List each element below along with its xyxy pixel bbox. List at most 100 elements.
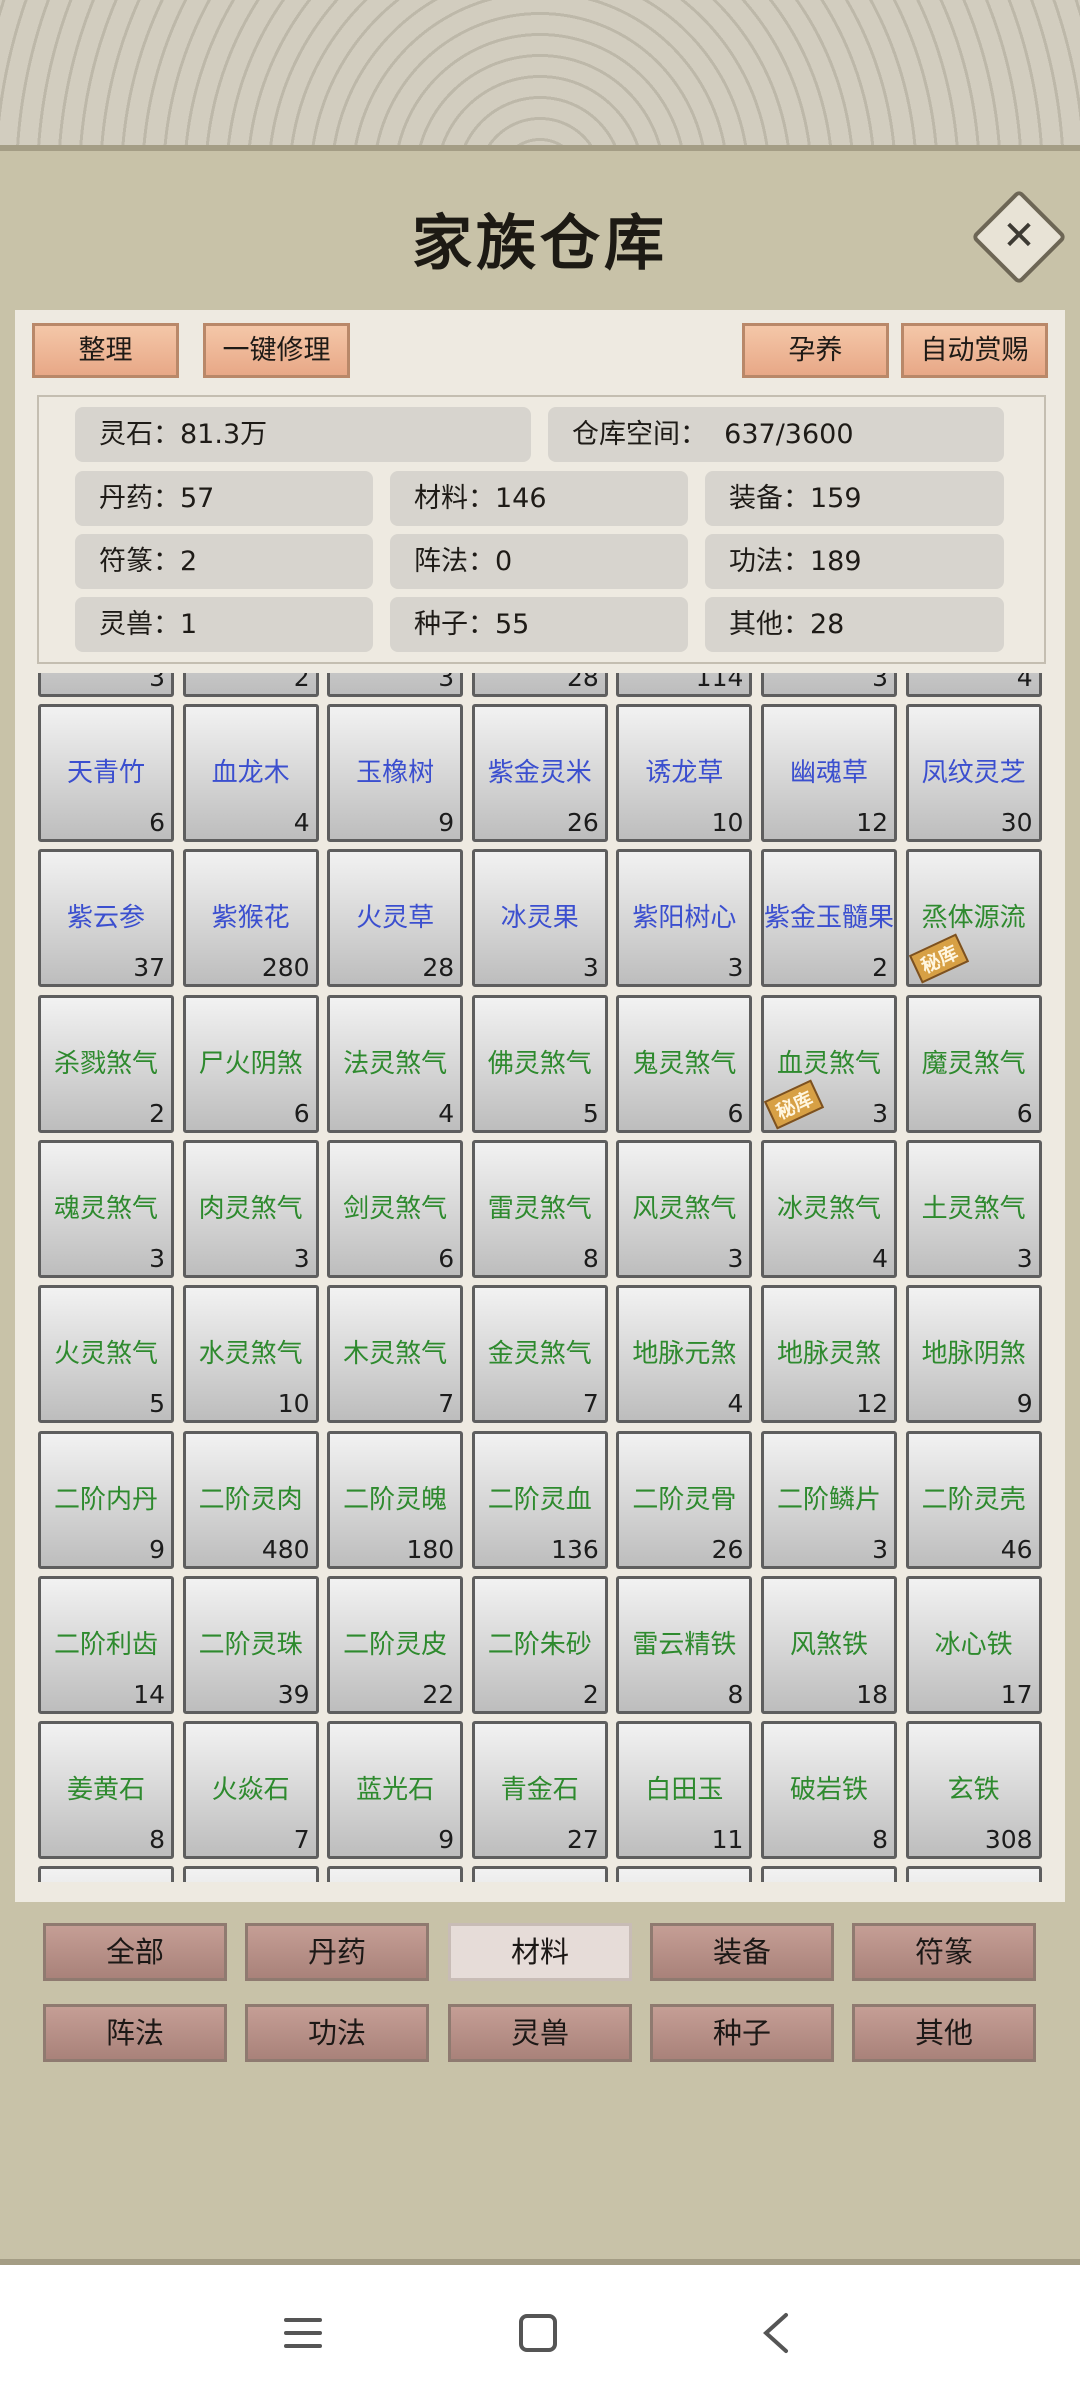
item-name: 地脉阴煞: [921, 1339, 1026, 1370]
item-slot[interactable]: 二阶灵肉 480: [182, 1430, 319, 1569]
item-slot[interactable]: 佛灵煞气 5: [471, 994, 608, 1133]
home-button[interactable]: [519, 2314, 557, 2352]
item-slot[interactable]: 幽魂草 12: [761, 704, 897, 842]
category-tab[interactable]: 其他: [852, 2004, 1036, 2062]
item-slot[interactable]: 破岩铁 8: [761, 1721, 897, 1860]
item-slot[interactable]: 地脉灵煞 12: [761, 1285, 897, 1424]
item-slot[interactable]: 3: [327, 673, 464, 697]
item-name: 火灵煞气: [53, 1339, 158, 1370]
stat-value: 81.3万: [180, 419, 268, 450]
item-slot[interactable]: 土灵煞气 3: [905, 1139, 1042, 1278]
menu-button[interactable]: [284, 2318, 322, 2348]
item-slot[interactable]: 二阶内丹 9: [38, 1430, 174, 1569]
item-slot[interactable]: 二阶灵骨 26: [616, 1430, 753, 1569]
toolbar-button[interactable]: 一键修理: [203, 323, 350, 378]
category-tab[interactable]: 灵兽: [448, 2004, 632, 2062]
item-slot[interactable]: 天青竹 6: [38, 704, 174, 842]
item-slot[interactable]: [471, 1866, 608, 1882]
item-slot[interactable]: 火焱石 7: [182, 1721, 319, 1860]
item-slot[interactable]: 杀戮煞气 2: [38, 994, 174, 1133]
item-slot[interactable]: 二阶灵珠 39: [182, 1575, 319, 1714]
item-slot[interactable]: 二阶利齿 14: [38, 1575, 174, 1714]
item-slot[interactable]: 火灵草 28: [327, 849, 464, 988]
item-slot[interactable]: 剑灵煞气 6: [327, 1139, 464, 1278]
item-slot[interactable]: [761, 1866, 897, 1882]
close-icon[interactable]: ✕: [1002, 213, 1036, 259]
item-slot[interactable]: 魂灵煞气 3: [38, 1139, 174, 1278]
toolbar-button[interactable]: 整理: [32, 323, 179, 378]
item-slot[interactable]: 蓝光石 9: [327, 1721, 464, 1860]
category-tab[interactable]: 丹药: [245, 1923, 429, 1981]
item-slot[interactable]: 二阶灵皮 22: [327, 1575, 464, 1714]
item-slot[interactable]: 4: [905, 673, 1042, 697]
item-slot[interactable]: 二阶灵血 136: [471, 1430, 608, 1569]
item-slot[interactable]: 凤纹灵芝 30: [905, 704, 1042, 842]
item-slot[interactable]: 3: [38, 673, 174, 697]
back-button[interactable]: [763, 2313, 788, 2353]
item-slot[interactable]: 紫云参 37: [38, 849, 174, 988]
item-slot[interactable]: 风灵煞气 3: [616, 1139, 753, 1278]
item-slot[interactable]: 紫金玉髓果 2: [761, 849, 897, 988]
category-tab[interactable]: 全部: [43, 1923, 227, 1981]
item-slot[interactable]: 玉橡树 9: [327, 704, 464, 842]
category-tab[interactable]: 符篆: [852, 1923, 1036, 1981]
item-slot[interactable]: 2: [182, 673, 319, 697]
item-slot[interactable]: 3: [761, 673, 897, 697]
stat-value: 1: [180, 609, 198, 640]
category-tab[interactable]: 材料: [448, 1923, 632, 1981]
item-slot[interactable]: 风煞铁 18: [761, 1575, 897, 1714]
item-count: 9: [438, 1825, 455, 1855]
stat-pill: 功法：189: [705, 534, 1004, 589]
item-slot[interactable]: 肉灵煞气 3: [182, 1139, 319, 1278]
item-count: 3: [582, 953, 599, 983]
toolbar-button[interactable]: 孕养: [742, 323, 889, 378]
item-slot[interactable]: 诱龙草 10: [616, 704, 753, 842]
item-slot[interactable]: 地脉阴煞 9: [905, 1285, 1042, 1424]
item-slot[interactable]: 28: [471, 673, 608, 697]
item-slot[interactable]: 二阶朱砂 2: [471, 1575, 608, 1714]
item-slot[interactable]: [905, 1866, 1042, 1882]
category-tab[interactable]: 功法: [245, 2004, 429, 2062]
item-count: 5: [582, 1098, 599, 1128]
item-slot[interactable]: 火灵煞气 5: [38, 1285, 174, 1424]
item-slot[interactable]: [182, 1866, 319, 1882]
item-slot[interactable]: 二阶鳞片 3: [761, 1430, 897, 1569]
item-slot[interactable]: 地脉元煞 4: [616, 1285, 753, 1424]
item-slot[interactable]: 玄铁 308: [905, 1721, 1042, 1860]
item-slot[interactable]: 魔灵煞气 6: [905, 994, 1042, 1133]
category-tab[interactable]: 装备: [650, 1923, 834, 1981]
category-tab[interactable]: 种子: [650, 2004, 834, 2062]
item-slot[interactable]: [616, 1866, 753, 1882]
item-count: 308: [984, 1825, 1033, 1855]
item-slot[interactable]: 二阶灵魄 180: [327, 1430, 464, 1569]
item-slot[interactable]: 姜黄石 8: [38, 1721, 174, 1860]
item-slot[interactable]: [38, 1866, 174, 1882]
item-slot[interactable]: 血灵煞气 3 秘库: [761, 994, 897, 1133]
item-slot[interactable]: 二阶灵壳 46: [905, 1430, 1042, 1569]
item-name: 天青竹: [66, 758, 145, 788]
category-tab[interactable]: 阵法: [43, 2004, 227, 2062]
item-slot[interactable]: 紫金灵米 26: [471, 704, 608, 842]
item-count: 8: [582, 1243, 599, 1273]
item-slot[interactable]: 雷灵煞气 8: [471, 1139, 608, 1278]
item-slot[interactable]: 鬼灵煞气 6: [616, 994, 753, 1133]
item-slot[interactable]: 冰心铁 17: [905, 1575, 1042, 1714]
item-slot[interactable]: 雷云精铁 8: [616, 1575, 753, 1714]
item-slot[interactable]: 烝体源流 秘库: [905, 849, 1042, 988]
item-slot[interactable]: [327, 1866, 464, 1882]
item-slot[interactable]: 114: [616, 673, 753, 697]
item-slot[interactable]: 法灵煞气 4: [327, 994, 464, 1133]
item-slot[interactable]: 紫猴花 280: [182, 849, 319, 988]
item-slot[interactable]: 木灵煞气 7: [327, 1285, 464, 1424]
toolbar-button[interactable]: 自动赏赐: [901, 323, 1048, 378]
item-slot[interactable]: 尸火阴煞 6: [182, 994, 319, 1133]
item-slot[interactable]: 紫阳树心 3: [616, 849, 753, 988]
item-slot[interactable]: 血龙木 4: [182, 704, 319, 842]
item-count: 2: [872, 953, 888, 983]
item-slot[interactable]: 冰灵煞气 4: [761, 1139, 897, 1278]
item-slot[interactable]: 冰灵果 3: [471, 849, 608, 988]
item-slot[interactable]: 白田玉 11: [616, 1721, 753, 1860]
item-slot[interactable]: 金灵煞气 7: [471, 1285, 608, 1424]
item-slot[interactable]: 青金石 27: [471, 1721, 608, 1860]
item-slot[interactable]: 水灵煞气 10: [182, 1285, 319, 1424]
